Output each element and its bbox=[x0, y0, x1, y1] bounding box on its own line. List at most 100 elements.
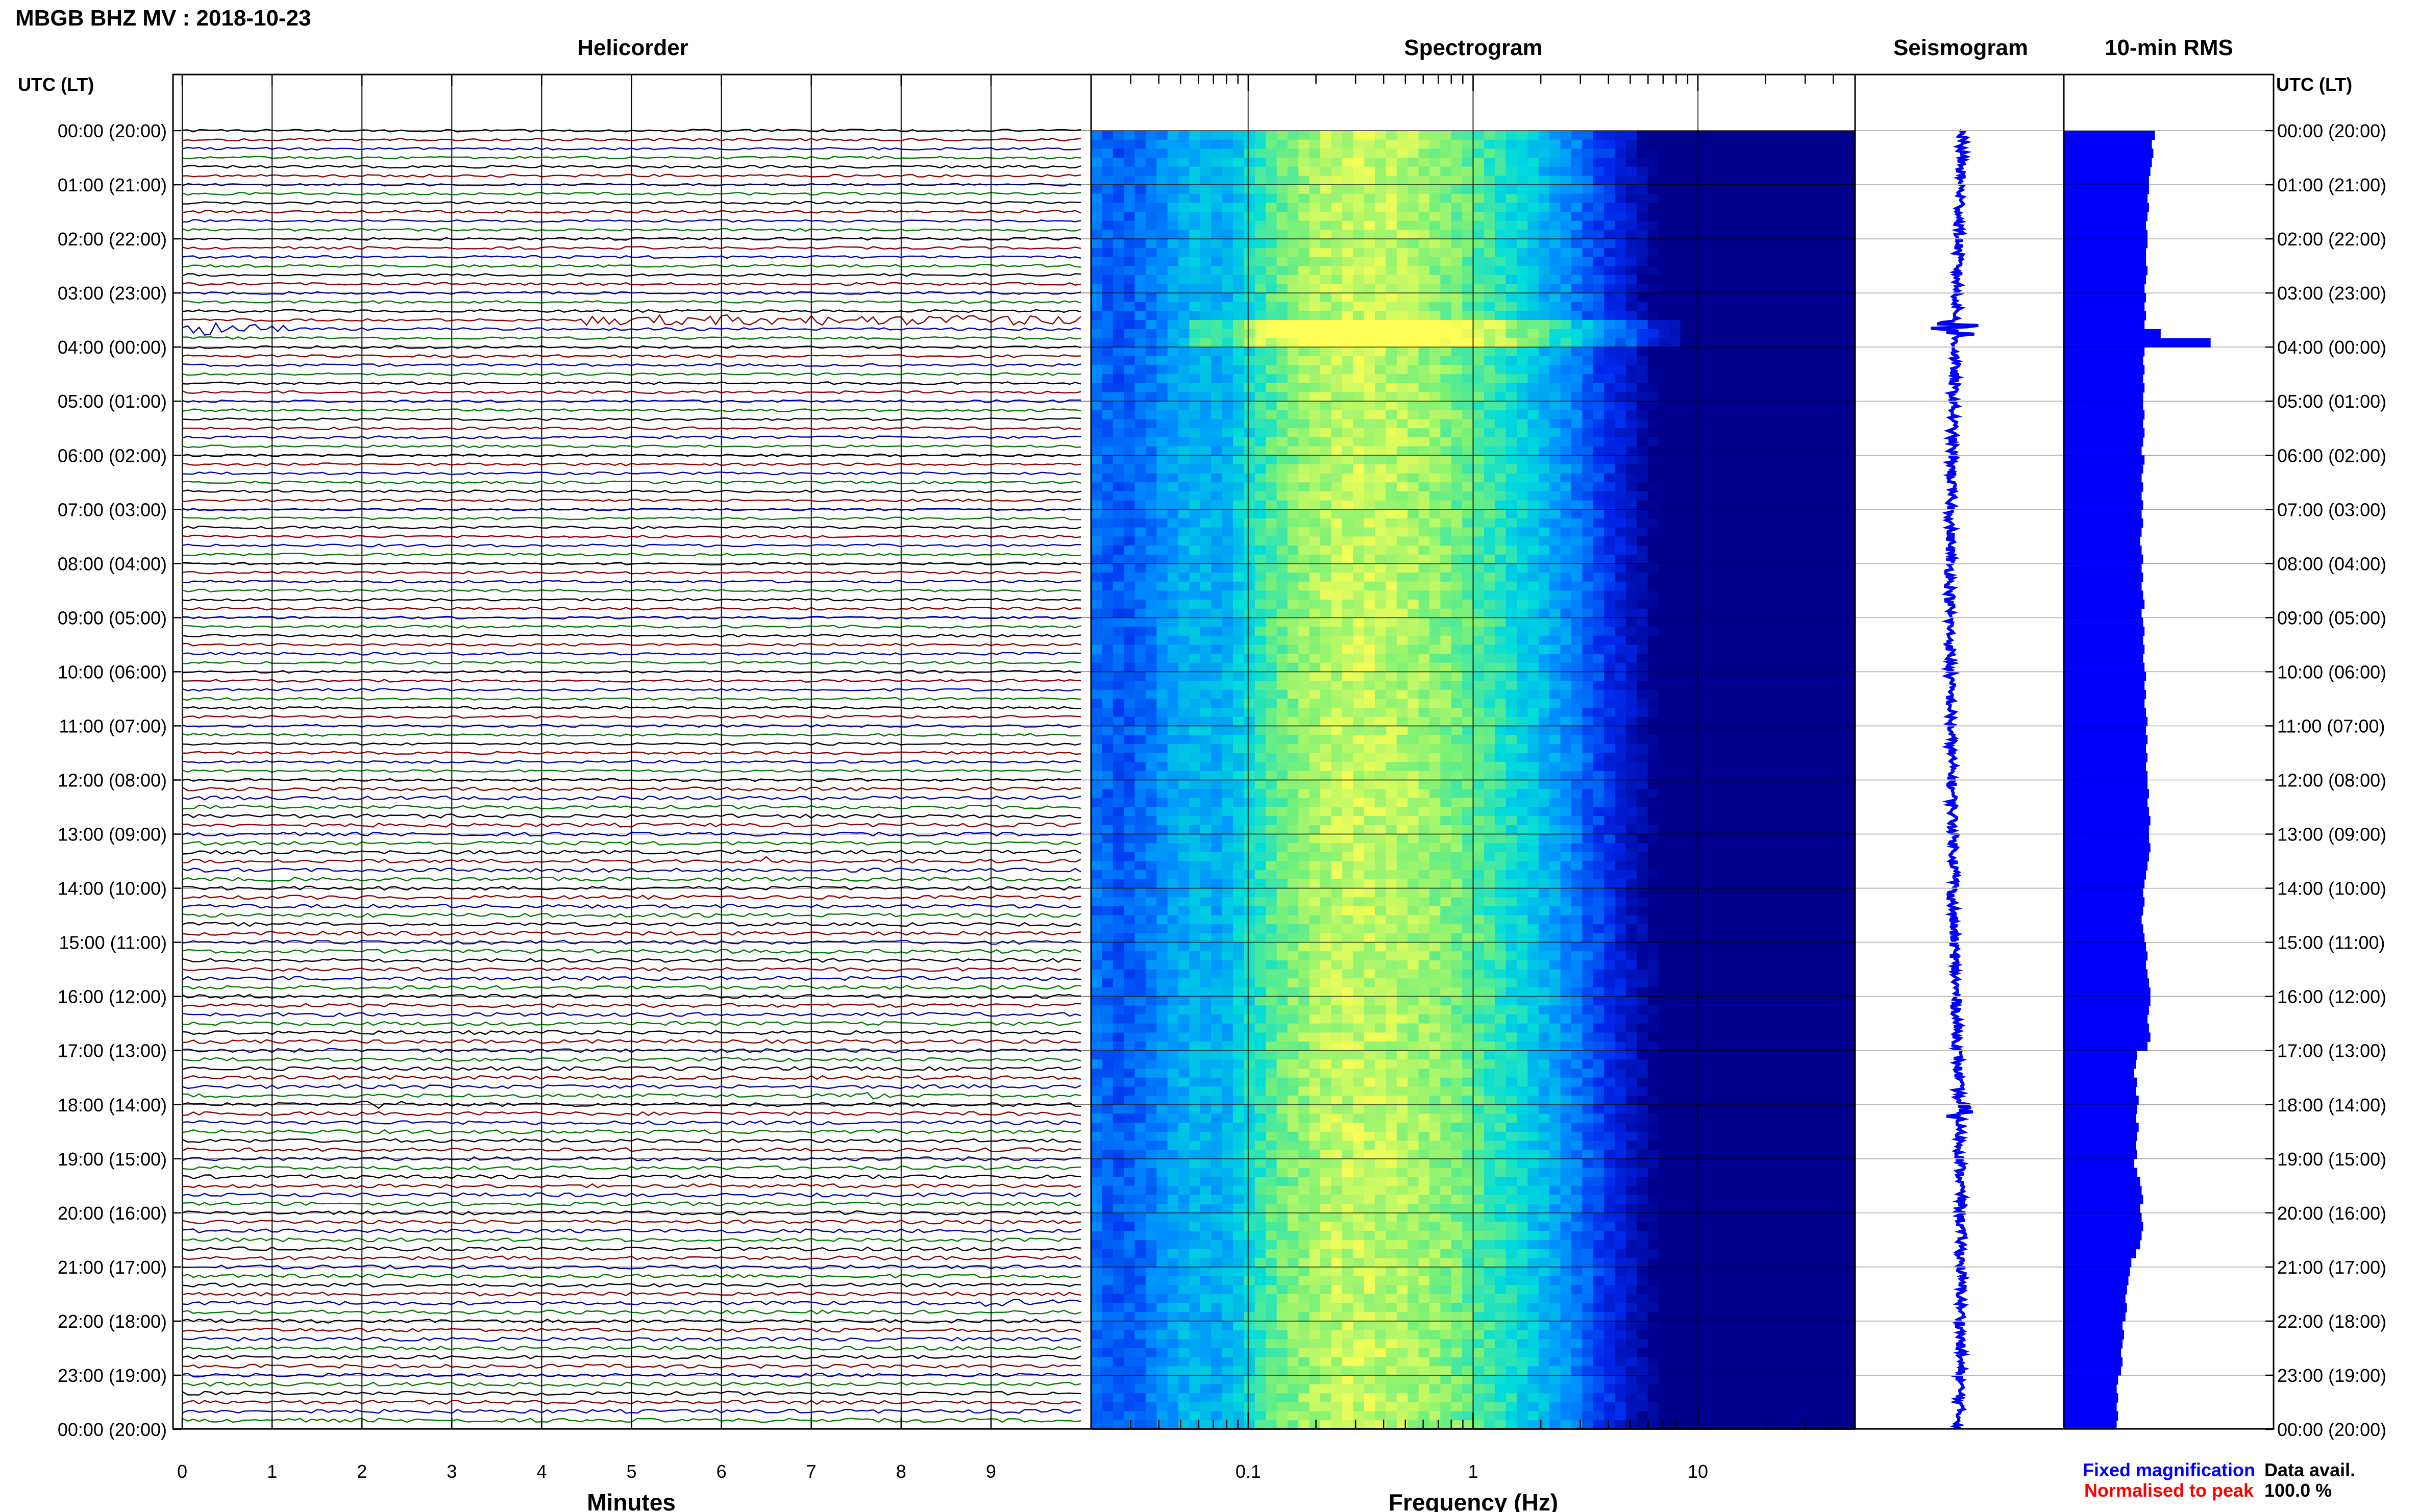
spectrogram-cell bbox=[1189, 247, 1201, 258]
spectrogram-cell bbox=[1244, 302, 1255, 312]
spectrogram-cell bbox=[1451, 1420, 1463, 1430]
spectrogram-cell bbox=[1102, 608, 1114, 618]
spectrogram-cell bbox=[1386, 139, 1397, 150]
spectrogram-cell bbox=[1222, 1032, 1233, 1042]
spectrogram-cell bbox=[1244, 996, 1255, 1006]
spectrogram-cell bbox=[1167, 1420, 1179, 1430]
spectrogram-cell bbox=[1211, 951, 1223, 961]
spectrogram-cell bbox=[1298, 608, 1310, 618]
spectrogram-cell bbox=[1440, 1042, 1452, 1051]
spectrogram-cell bbox=[1266, 924, 1277, 934]
spectrogram-cell bbox=[1211, 1023, 1223, 1033]
spectrogram-cell bbox=[1222, 193, 1233, 204]
spectrogram-cell bbox=[1124, 1023, 1136, 1033]
spectrogram-cell bbox=[1408, 708, 1419, 717]
spectrogram-cell bbox=[1178, 1005, 1190, 1015]
spectrogram-cell bbox=[1331, 1393, 1343, 1403]
spectrogram-cell bbox=[1091, 1123, 1103, 1132]
spectrogram-cell bbox=[1298, 852, 1310, 862]
spectrogram-cell bbox=[1233, 1005, 1245, 1015]
spectrogram-cell bbox=[1156, 942, 1168, 952]
spectrogram-cell bbox=[1342, 193, 1354, 204]
spectrogram-cell bbox=[1429, 356, 1441, 366]
spectrogram-cell bbox=[1266, 212, 1277, 221]
spectrogram-cell bbox=[1145, 482, 1157, 492]
spectrogram-cell bbox=[1287, 1411, 1299, 1421]
spectrogram-cell bbox=[1233, 1330, 1245, 1340]
spectrogram-cell bbox=[1320, 816, 1332, 826]
spectrogram-cell bbox=[1353, 888, 1365, 898]
spectrogram-cell bbox=[1102, 536, 1114, 546]
spectrogram-cell bbox=[1167, 627, 1179, 636]
spectrogram-cell bbox=[1331, 383, 1343, 393]
spectrogram-cell bbox=[1145, 139, 1157, 150]
spectrogram-cell bbox=[1254, 1366, 1266, 1376]
spectrogram-cell bbox=[1342, 139, 1354, 150]
spectrogram-cell bbox=[1451, 1321, 1463, 1331]
spectrogram-cell bbox=[1298, 392, 1310, 402]
spectrogram-cell bbox=[1134, 789, 1146, 799]
spectrogram-cell bbox=[1375, 672, 1387, 681]
spectrogram-cell bbox=[1244, 1131, 1255, 1142]
spectrogram-cell bbox=[1375, 1240, 1387, 1250]
spectrogram-cell bbox=[1418, 951, 1430, 961]
spectrogram-cell bbox=[1429, 645, 1441, 654]
spectrogram-cell bbox=[1451, 933, 1463, 943]
spectrogram-cell bbox=[1113, 1204, 1124, 1213]
spectrogram-cell bbox=[1266, 365, 1277, 375]
spectrogram-cell bbox=[1320, 924, 1332, 934]
spectrogram-cell bbox=[1331, 743, 1343, 754]
spectrogram-cell bbox=[1451, 410, 1463, 420]
spectrogram-cell bbox=[1276, 689, 1288, 700]
spectrogram-cell bbox=[1276, 203, 1288, 212]
spectrogram-cell bbox=[1320, 608, 1332, 618]
spectrogram-cell bbox=[1396, 689, 1408, 700]
spectrogram-cell bbox=[1418, 573, 1430, 582]
spectrogram-cell bbox=[1200, 365, 1212, 375]
spectrogram-cell bbox=[1298, 329, 1310, 339]
spectrogram-cell bbox=[1189, 807, 1201, 816]
spectrogram-cell bbox=[1287, 311, 1299, 320]
spectrogram-cell bbox=[1134, 834, 1146, 844]
spectrogram-cell bbox=[1222, 825, 1233, 835]
spectrogram-cell bbox=[1440, 1150, 1452, 1159]
spectrogram-cell bbox=[1200, 230, 1212, 239]
spectrogram-cell bbox=[1167, 239, 1179, 249]
spectrogram-cell bbox=[1244, 257, 1255, 266]
spectrogram-cell bbox=[1342, 1330, 1354, 1340]
spectrogram-cell bbox=[1375, 1222, 1387, 1231]
spectrogram-cell bbox=[1233, 1285, 1245, 1295]
spectrogram-cell bbox=[1134, 185, 1146, 194]
spectrogram-cell bbox=[1386, 131, 1397, 140]
spectrogram-cell bbox=[1331, 338, 1343, 348]
spectrogram-cell bbox=[1091, 951, 1103, 961]
spectrogram-cell bbox=[1244, 392, 1255, 402]
spectrogram-cell bbox=[1429, 590, 1441, 600]
spectrogram-cell bbox=[1375, 1086, 1387, 1096]
spectrogram-cell bbox=[1298, 915, 1310, 925]
spectrogram-cell bbox=[1364, 257, 1375, 266]
spectrogram-cell bbox=[1178, 1249, 1190, 1258]
spectrogram-cell bbox=[1200, 1131, 1212, 1142]
spectrogram-cell bbox=[1320, 500, 1332, 510]
spectrogram-cell bbox=[1418, 356, 1430, 366]
spectrogram-cell bbox=[1233, 1312, 1245, 1322]
spectrogram-cell bbox=[1287, 581, 1299, 591]
spectrogram-cell bbox=[1156, 1240, 1168, 1250]
spectrogram-cell bbox=[1145, 374, 1157, 384]
spectrogram-cell bbox=[1331, 1249, 1343, 1258]
spectrogram-cell bbox=[1091, 897, 1103, 907]
spectrogram-cell bbox=[1102, 1195, 1114, 1204]
spectrogram-cell bbox=[1298, 464, 1310, 474]
spectrogram-cell bbox=[1189, 554, 1201, 564]
spectrogram-cell bbox=[1298, 139, 1310, 150]
spectrogram-cell bbox=[1309, 1014, 1321, 1024]
spectrogram-cell bbox=[1353, 365, 1365, 375]
spectrogram-cell bbox=[1276, 1086, 1288, 1096]
spectrogram-cell bbox=[1364, 978, 1375, 988]
spectrogram-cell bbox=[1178, 1231, 1190, 1241]
spectrogram-cell bbox=[1124, 356, 1136, 366]
spectrogram-cell bbox=[1418, 247, 1430, 258]
spectrogram-cell bbox=[1134, 212, 1146, 221]
spectrogram-cell bbox=[1102, 491, 1114, 501]
